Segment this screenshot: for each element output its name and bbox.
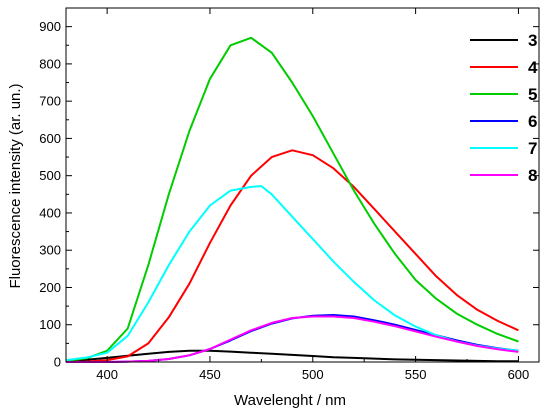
legend-label-3: 3 [528, 31, 537, 50]
y-tick-label-500: 500 [39, 168, 61, 183]
legend-label-8: 8 [528, 166, 537, 185]
x-tick-label-400: 400 [96, 367, 118, 382]
series-line-5 [65, 36, 519, 362]
y-tick-label-0: 0 [54, 355, 61, 370]
axes-layer: 400 450 500 550 600 0 100 200 300 400 500 600 700 800… [39, 7, 540, 382]
y-tick-label-100: 100 [39, 317, 61, 332]
x-tick-label-500: 500 [302, 367, 324, 382]
y-tick-label-700: 700 [39, 94, 61, 109]
x-tick-label-450: 450 [199, 367, 221, 382]
series-layer [65, 36, 519, 363]
y-tick-label-200: 200 [39, 280, 61, 295]
series-line-7 [65, 185, 519, 362]
legend-label-7: 7 [528, 139, 537, 158]
legend-label-4: 4 [528, 58, 538, 77]
y-tick-label-400: 400 [39, 205, 61, 220]
legend-label-6: 6 [528, 112, 537, 131]
y-tick-label-600: 600 [39, 131, 61, 146]
x-tick-label-600: 600 [508, 367, 530, 382]
legend-label-5: 5 [528, 85, 537, 104]
y-axis-title: Fluorescence intensity (ar. un.) [7, 83, 24, 288]
plot-frame [65, 7, 540, 363]
series-line-3 [65, 349, 519, 363]
y-tick-label-900: 900 [39, 19, 61, 34]
x-axis-title: Wavelenght / nm [234, 392, 346, 409]
y-tick-label-800: 800 [39, 56, 61, 71]
series-line-8 [66, 315, 519, 363]
x-tick-label-550: 550 [405, 367, 427, 382]
series-line-4 [65, 149, 519, 363]
y-tick-label-300: 300 [39, 243, 61, 258]
legend: 3 4 5 6 7 8 [470, 31, 538, 185]
